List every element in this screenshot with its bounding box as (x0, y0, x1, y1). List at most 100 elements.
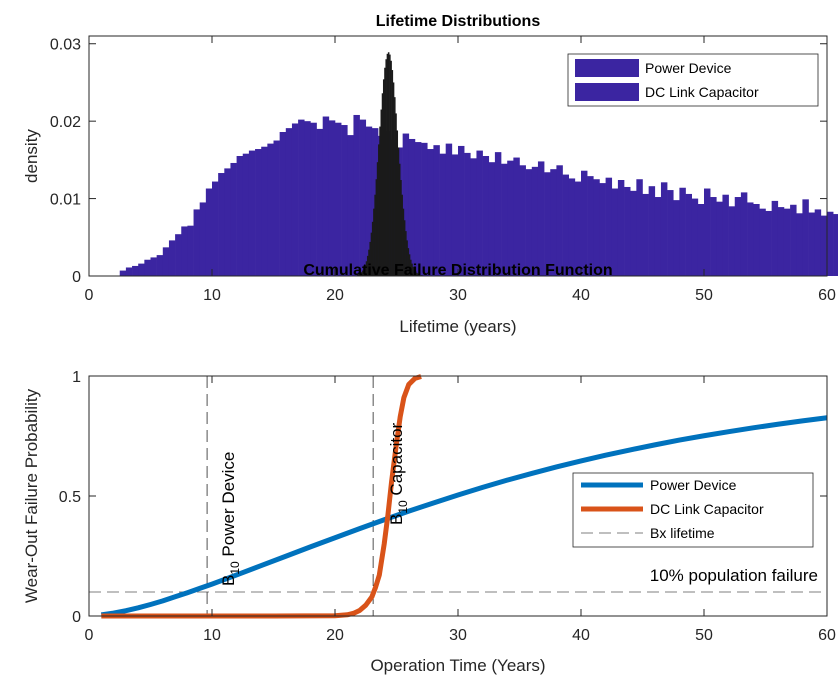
x-tick-label: 20 (326, 627, 344, 644)
bar (667, 190, 674, 276)
bar (716, 201, 723, 276)
bar (416, 272, 418, 276)
bar (392, 82, 395, 276)
bar (199, 202, 207, 276)
series-power-device (119, 114, 838, 277)
bar (617, 180, 625, 276)
bar (376, 162, 379, 276)
bar (605, 177, 613, 276)
bar (421, 142, 428, 276)
bar (802, 199, 809, 276)
legend-label-power-device-cdf: Power Device (650, 477, 737, 493)
bar (740, 192, 748, 276)
bar (771, 200, 779, 276)
bar (796, 213, 803, 276)
y-tick-label: 0.03 (50, 37, 81, 54)
bar (298, 119, 305, 276)
bar (255, 149, 262, 276)
bar (654, 197, 662, 276)
b10-capacitor-suffix: Capacitor (387, 422, 406, 500)
bar (366, 255, 369, 276)
y-tick-label: 0.5 (59, 489, 81, 506)
bar (362, 270, 364, 276)
bar (347, 135, 354, 276)
bar (451, 154, 459, 276)
legend-label-dc-link-capacitor: DC Link Capacitor (645, 84, 759, 100)
top-ticks: 0 10 20 30 40 50 60 0 0.01 0.02 0.03 (50, 36, 836, 304)
bar (359, 119, 367, 276)
top-title: Lifetime Distributions (376, 13, 541, 30)
bar (205, 188, 213, 276)
bar (379, 126, 381, 276)
bar (439, 153, 446, 276)
bar (820, 215, 828, 276)
legend-swatch-power-device (575, 59, 639, 77)
x-tick-label: 50 (695, 627, 713, 644)
bar (396, 130, 399, 276)
bar (734, 197, 742, 276)
bar (395, 113, 397, 276)
bar (691, 198, 699, 276)
bar (418, 274, 421, 276)
bar (144, 259, 151, 276)
bar (747, 202, 754, 276)
population-failure-annotation: 10% population failure (650, 566, 818, 585)
bottom-axes: Cumulative Failure Distribution Function… (22, 262, 836, 675)
x-tick-label: 50 (695, 287, 713, 304)
x-tick-label: 0 (85, 627, 94, 644)
bar (544, 172, 551, 276)
y-tick-label: 0 (72, 609, 81, 626)
bar (827, 211, 834, 276)
bar (230, 162, 237, 276)
bar (357, 274, 359, 276)
bottom-x-axis-label: Operation Time (Years) (370, 656, 545, 675)
x-tick-label: 0 (85, 287, 94, 304)
bar (400, 180, 402, 276)
bar (531, 166, 539, 276)
x-tick-label: 60 (818, 287, 836, 304)
bar (397, 147, 400, 276)
x-tick-label: 30 (449, 627, 467, 644)
bar (322, 116, 330, 277)
bar (378, 144, 380, 276)
bar (587, 176, 594, 276)
bar (406, 240, 408, 276)
x-tick-label: 30 (449, 287, 467, 304)
bar (242, 153, 250, 276)
x-tick-label: 10 (203, 287, 221, 304)
bar (414, 271, 417, 276)
bar (697, 204, 705, 276)
bar (660, 182, 668, 276)
bar (783, 208, 791, 276)
bar (389, 54, 391, 276)
bar (679, 187, 686, 276)
bar (285, 128, 293, 276)
b10-power-device-suffix: Power Device (219, 452, 238, 562)
bottom-y-axis-label: Wear-Out Failure Probability (22, 388, 41, 603)
top-legend: Power Device DC Link Capacitor (567, 53, 819, 107)
bar (556, 165, 563, 276)
x-tick-label: 20 (326, 287, 344, 304)
bottom-legend: Power Device DC Link Capacitor Bx lifeti… (572, 472, 814, 548)
bar (187, 225, 194, 276)
y-tick-label: 1 (72, 369, 81, 386)
bar (119, 270, 127, 276)
bar (808, 212, 815, 276)
bar (125, 267, 133, 276)
series-dc-link-capacitor (357, 52, 423, 277)
b10-power-device-prefix: B (219, 575, 238, 586)
bar (363, 268, 365, 276)
bar (371, 221, 374, 276)
bar (537, 161, 545, 276)
bar (488, 162, 496, 276)
bar (759, 208, 766, 276)
bar (364, 265, 367, 276)
bar (624, 186, 631, 276)
bar (248, 150, 256, 276)
bar (304, 121, 311, 276)
bar (150, 257, 157, 276)
bar (380, 109, 383, 276)
bar (814, 209, 822, 276)
bar (359, 272, 362, 276)
bar (353, 114, 360, 276)
